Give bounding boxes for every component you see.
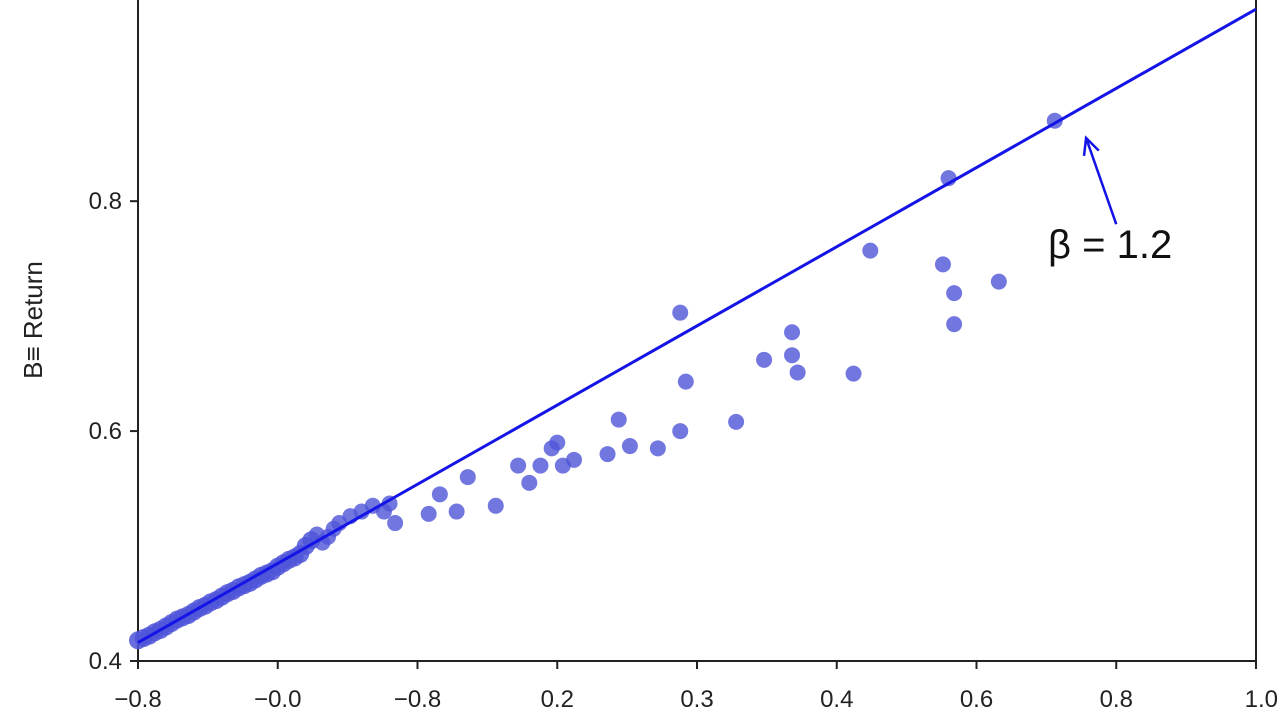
y-tick-label: 0.6	[89, 418, 122, 445]
x-tick-label: 1.0	[1245, 686, 1278, 713]
annotation-arrow-head	[1082, 135, 1100, 156]
x-tick-label: −0.8	[114, 686, 161, 713]
x-ticks: −0.8 −0.0 −0.8 0.2 0.3 0.4 0.6 0.8 1.0	[114, 661, 1278, 713]
annotation-text: β = 1.2	[1048, 223, 1172, 267]
data-point	[521, 474, 538, 491]
x-tick-label: −0.8	[394, 686, 441, 713]
data-point	[510, 457, 527, 474]
data-point	[946, 285, 963, 302]
data-point	[789, 364, 806, 381]
data-point	[946, 316, 963, 333]
x-tick-label: 0.8	[1100, 686, 1133, 713]
x-tick-label: 0.2	[541, 686, 574, 713]
beta-annotation: β = 1.2	[1048, 135, 1172, 267]
data-point	[599, 446, 616, 463]
data-point	[756, 351, 773, 368]
data-point	[420, 505, 437, 522]
data-point	[387, 515, 404, 532]
data-point	[677, 373, 694, 390]
data-point	[784, 324, 801, 341]
data-point	[566, 451, 583, 468]
data-point	[487, 497, 504, 514]
data-point	[459, 469, 476, 486]
data-point	[845, 365, 862, 382]
x-tick-label: 0.4	[820, 686, 853, 713]
data-point	[532, 457, 549, 474]
data-point	[431, 486, 448, 503]
data-point	[990, 273, 1007, 290]
data-point	[621, 438, 638, 455]
data-point	[649, 440, 666, 457]
y-axis-title: B≡ Return	[18, 261, 48, 379]
annotation-arrow-shaft	[1084, 137, 1118, 225]
data-point	[862, 242, 879, 259]
x-tick-label: 0.6	[960, 686, 993, 713]
y-tick-label: 0.8	[89, 188, 122, 215]
data-point	[549, 434, 566, 451]
data-point	[672, 423, 689, 440]
y-tick-label: 0.4	[89, 648, 122, 675]
data-point	[934, 256, 951, 273]
data-point	[610, 411, 627, 428]
data-point	[672, 304, 689, 321]
x-tick-label: 0.3	[680, 686, 713, 713]
data-point	[728, 413, 745, 430]
y-ticks: 0.4 0.6 0.8	[89, 188, 138, 675]
data-point	[784, 347, 801, 364]
data-point	[448, 503, 465, 520]
x-tick-label: −0.0	[254, 686, 301, 713]
regression-line	[137, 7, 1257, 644]
